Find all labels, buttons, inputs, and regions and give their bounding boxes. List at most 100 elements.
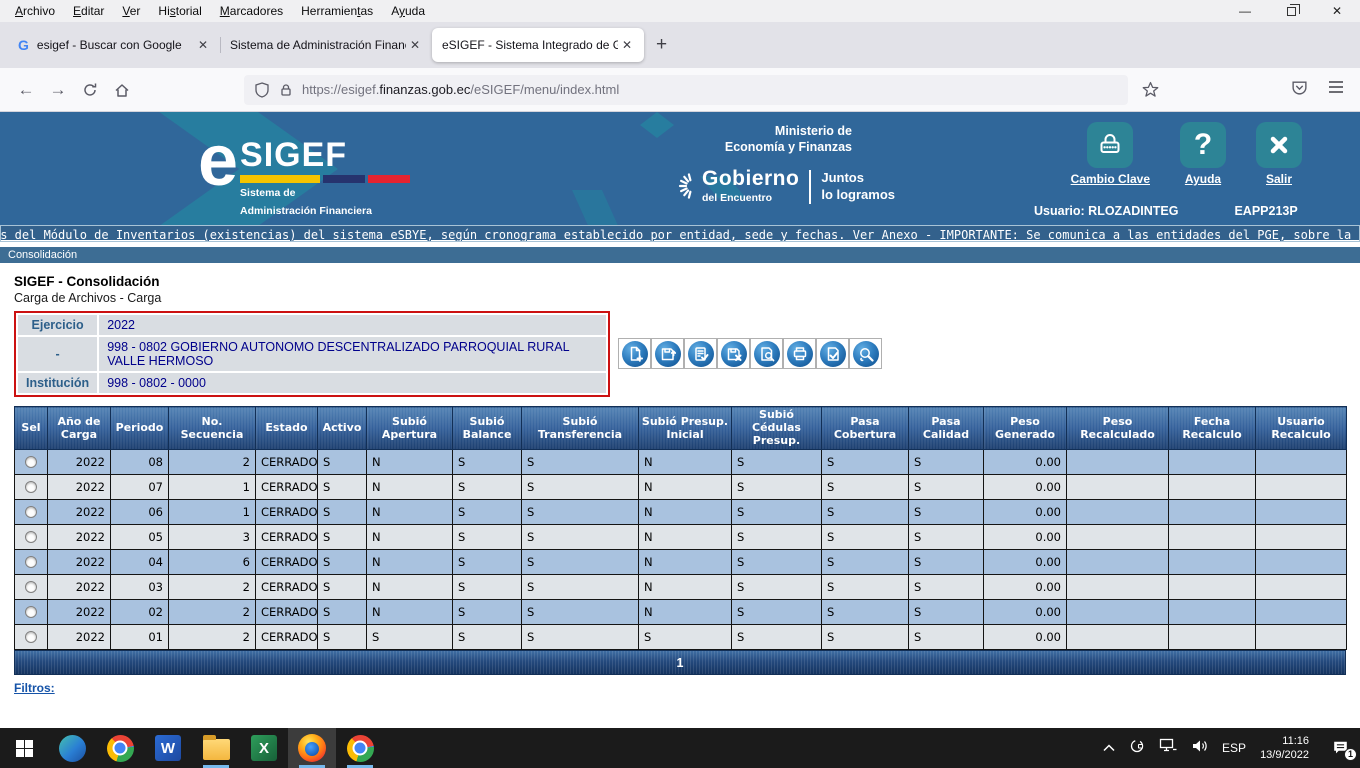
- cell: [1066, 473, 1169, 500]
- cell: N: [366, 573, 453, 600]
- cell: CERRADO: [255, 498, 318, 525]
- taskbar-explorer-button[interactable]: [192, 728, 240, 768]
- tab-close-icon[interactable]: ✕: [621, 38, 632, 52]
- lock-icon[interactable]: [279, 83, 293, 97]
- clock[interactable]: 11:16 13/9/2022: [1260, 734, 1309, 763]
- starburst-icon: [678, 172, 692, 199]
- salir-button[interactable]: Salir: [1256, 122, 1302, 186]
- column-header: Peso Recalculado: [1066, 406, 1169, 450]
- form-value: 998 - 0802 - 0000: [99, 373, 606, 393]
- taskbar-excel-button[interactable]: X: [240, 728, 288, 768]
- cell: S: [452, 473, 522, 500]
- cell: 03: [110, 573, 169, 600]
- print-record-button[interactable]: [783, 338, 816, 369]
- cell: 2022: [47, 573, 111, 600]
- cell: 2: [168, 598, 256, 625]
- taskbar-chrome-button[interactable]: [336, 728, 384, 768]
- time-text: 11:16: [1282, 734, 1309, 747]
- new-tab-button[interactable]: +: [656, 34, 668, 55]
- row-radio-button[interactable]: [25, 556, 37, 569]
- reload-button[interactable]: [74, 75, 106, 105]
- back-button[interactable]: ←: [17, 79, 35, 99]
- language-indicator[interactable]: ESP: [1222, 741, 1247, 755]
- menu-item-herramientas[interactable]: Herramientas: [301, 4, 374, 18]
- taskbar-word-button[interactable]: W: [144, 728, 192, 768]
- notification-center-button[interactable]: 1: [1323, 739, 1357, 761]
- tray-sync-icon[interactable]: [1129, 738, 1145, 759]
- ayuda-button[interactable]: ? Ayuda: [1180, 122, 1226, 186]
- menu-item-ver[interactable]: Ver: [122, 4, 141, 18]
- cell: [1066, 573, 1169, 600]
- filters-link[interactable]: Filtros:: [14, 680, 55, 695]
- logo-sigef-text: SIGEF: [240, 136, 348, 174]
- menu-item-editar[interactable]: Editar: [73, 4, 105, 18]
- menu-item-historial[interactable]: Historial: [158, 4, 202, 18]
- cell: N: [638, 598, 732, 625]
- tab-close-icon[interactable]: ✕: [409, 38, 420, 52]
- network-icon[interactable]: [1159, 738, 1177, 758]
- cell: CERRADO: [255, 573, 318, 600]
- validate-form-button[interactable]: [684, 338, 717, 369]
- table-row: 2022 02 2 CERRADO S N S S N S S S 0.00: [14, 598, 1347, 625]
- row-radio-button[interactable]: [25, 506, 37, 519]
- bookmark-star-icon[interactable]: [1134, 75, 1166, 105]
- create-record-button[interactable]: [618, 338, 651, 369]
- taskbar-chrome-button[interactable]: [96, 728, 144, 768]
- logo-e-glyph: e: [198, 121, 238, 201]
- close-button[interactable]: ✕: [1331, 4, 1343, 18]
- cell: [1168, 473, 1256, 500]
- row-radio-button[interactable]: [25, 481, 37, 494]
- tab-2[interactable]: Sistema de Administración Financie ✕: [220, 28, 432, 62]
- taskbar-firefox-button[interactable]: [288, 728, 336, 768]
- results-table: Sel Año de Carga Periodo No. Secuencia Estad…: [14, 406, 1347, 650]
- address-bar[interactable]: https://esigef.finanzas.gob.ec/eSIGEF/me…: [244, 74, 1128, 105]
- preview-document-button[interactable]: [750, 338, 783, 369]
- hamburger-menu-icon[interactable]: [1328, 80, 1344, 99]
- file-explorer-icon: [202, 735, 230, 760]
- encuentro-text: del Encuentro: [702, 192, 773, 204]
- consult-records-button[interactable]: [849, 338, 882, 369]
- start-button[interactable]: [0, 728, 48, 768]
- cell: CERRADO: [255, 448, 318, 475]
- page-number[interactable]: 1: [676, 655, 684, 670]
- cell: [1168, 573, 1256, 600]
- flag-bar: [240, 175, 411, 183]
- row-radio-button[interactable]: [25, 531, 37, 544]
- approve-record-button[interactable]: [816, 338, 849, 369]
- cambio-clave-button[interactable]: Cambio Clave: [1071, 122, 1150, 186]
- save-upload-button[interactable]: [651, 338, 684, 369]
- tab-title: esigef - Buscar con Google: [36, 38, 182, 52]
- cell: CERRADO: [255, 598, 318, 625]
- cell: S: [731, 598, 822, 625]
- tab-3[interactable]: eSIGEF - Sistema Integrado de Gesti✕: [432, 28, 644, 62]
- main-content: SIGEF - Consolidación Carga de Archivos …: [0, 263, 1360, 697]
- cell: S: [317, 498, 367, 525]
- approve-record-icon: [819, 340, 846, 367]
- home-icon: [115, 83, 129, 97]
- restore-button[interactable]: [1268, 0, 1314, 22]
- tab-title: Sistema de Administración Financie: [230, 38, 406, 52]
- minimize-button[interactable]: —: [1239, 4, 1251, 18]
- pocket-icon[interactable]: [1291, 79, 1308, 101]
- terminal-code: EAPP213P: [1234, 204, 1298, 218]
- volume-icon[interactable]: [1191, 739, 1208, 758]
- tab-close-icon[interactable]: ✕: [197, 38, 208, 52]
- form-row-institucion: Institución 998 - 0802 - 0000: [18, 373, 606, 393]
- row-radio-button[interactable]: [25, 606, 37, 619]
- delete-record-button[interactable]: [717, 338, 750, 369]
- notification-badge: 1: [1344, 748, 1357, 761]
- row-radio-button[interactable]: [25, 631, 37, 644]
- shield-icon[interactable]: [254, 81, 270, 98]
- cell: 2022: [47, 598, 111, 625]
- menu-item-marcadores[interactable]: Marcadores: [219, 4, 284, 18]
- taskbar-edge-button[interactable]: [48, 728, 96, 768]
- menu-item-archivo[interactable]: Archivo: [15, 4, 56, 18]
- row-radio-button[interactable]: [25, 581, 37, 594]
- home-button[interactable]: [106, 75, 138, 105]
- row-radio-button[interactable]: [25, 456, 37, 469]
- menu-item-ayuda[interactable]: Ayuda: [391, 4, 426, 18]
- tray-chevron-icon[interactable]: [1103, 739, 1115, 757]
- forward-button[interactable]: →: [49, 79, 67, 99]
